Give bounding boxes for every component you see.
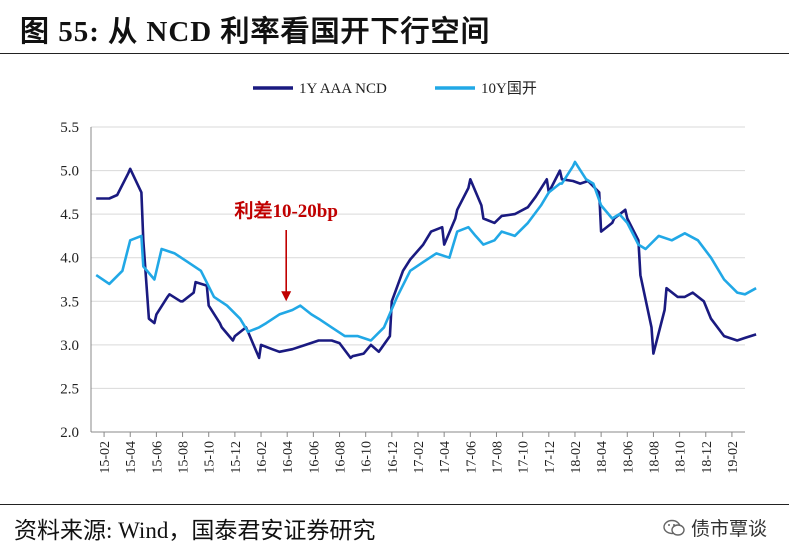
x-tick-label: 18-04 — [595, 441, 610, 474]
annotation-label: 利差10-20bp — [234, 199, 337, 222]
y-tick-label: 3.5 — [60, 294, 79, 310]
y-tick-label: 4.5 — [60, 207, 79, 223]
x-tick-label: 16-04 — [281, 441, 296, 474]
x-tick-label: 17-12 — [543, 441, 558, 474]
y-tick-label: 4.0 — [60, 251, 79, 267]
y-tick-label: 2.5 — [60, 381, 79, 397]
annotation: 利差10-20bp — [234, 199, 338, 302]
x-tick-label: 15-12 — [229, 441, 244, 474]
x-tick-label: 19-02 — [726, 441, 741, 474]
brand-label: 债市覃谈 — [690, 518, 767, 540]
x-tick-label: 17-04 — [438, 441, 453, 474]
x-tick-label: 17-02 — [412, 441, 427, 474]
x-tick-label: 18-12 — [700, 441, 715, 474]
brand-mark: 债市覃谈 — [663, 514, 767, 541]
y-tick-label: 5.0 — [60, 164, 79, 180]
gridlines — [91, 126, 745, 433]
x-tick-label: 18-08 — [647, 441, 662, 474]
x-tick-label: 16-08 — [334, 441, 349, 474]
annotation-arrow-head — [281, 291, 292, 302]
x-tick-label: 17-06 — [464, 441, 479, 474]
x-tick-label: 16-06 — [307, 441, 322, 474]
wechat-icon — [663, 519, 685, 536]
x-tick-label: 15-06 — [150, 441, 165, 474]
footer-rule — [0, 504, 789, 505]
series-line-cdb — [95, 160, 757, 342]
header-rule — [0, 53, 789, 54]
x-tick-label: 18-10 — [674, 441, 689, 474]
legend-label: 1Y AAA NCD — [299, 81, 387, 97]
series-lines — [95, 160, 757, 360]
x-tick-label: 15-02 — [98, 441, 113, 474]
source-note: 资料来源: Wind，国泰君安证券研究 — [14, 518, 376, 543]
series-line-ncd — [96, 167, 757, 360]
x-tick-label: 16-02 — [255, 441, 270, 474]
legend: 1Y AAA NCD 10Y国开 — [253, 80, 537, 97]
y-tick-label: 3.0 — [60, 338, 79, 354]
axes: 2.0 2.5 3.0 3.5 4.0 4.5 5.0 5.5 15-02 15-04 15-06 1… — [60, 120, 745, 474]
x-tick-label: 15-08 — [177, 441, 192, 474]
x-tick-label: 16-12 — [386, 441, 401, 474]
y-tick-label: 2.0 — [60, 425, 79, 441]
line-chart: 2.0 2.5 3.0 3.5 4.0 4.5 5.0 5.5 15-02 15-04 15-06 1… — [60, 80, 757, 474]
x-tick-label: 15-04 — [124, 441, 139, 474]
y-tick-label: 5.5 — [60, 120, 79, 136]
x-tick-label: 16-10 — [360, 441, 375, 474]
x-tick-label: 17-10 — [517, 441, 532, 474]
x-tick-label: 18-02 — [569, 441, 584, 474]
x-tick-label: 18-06 — [621, 441, 636, 474]
x-tick-label: 17-08 — [490, 441, 505, 474]
legend-label: 10Y国开 — [481, 80, 537, 97]
chart-title: 图 55: 从 NCD 利率看国开下行空间 — [20, 16, 491, 48]
x-tick-label: 15-10 — [203, 441, 218, 474]
